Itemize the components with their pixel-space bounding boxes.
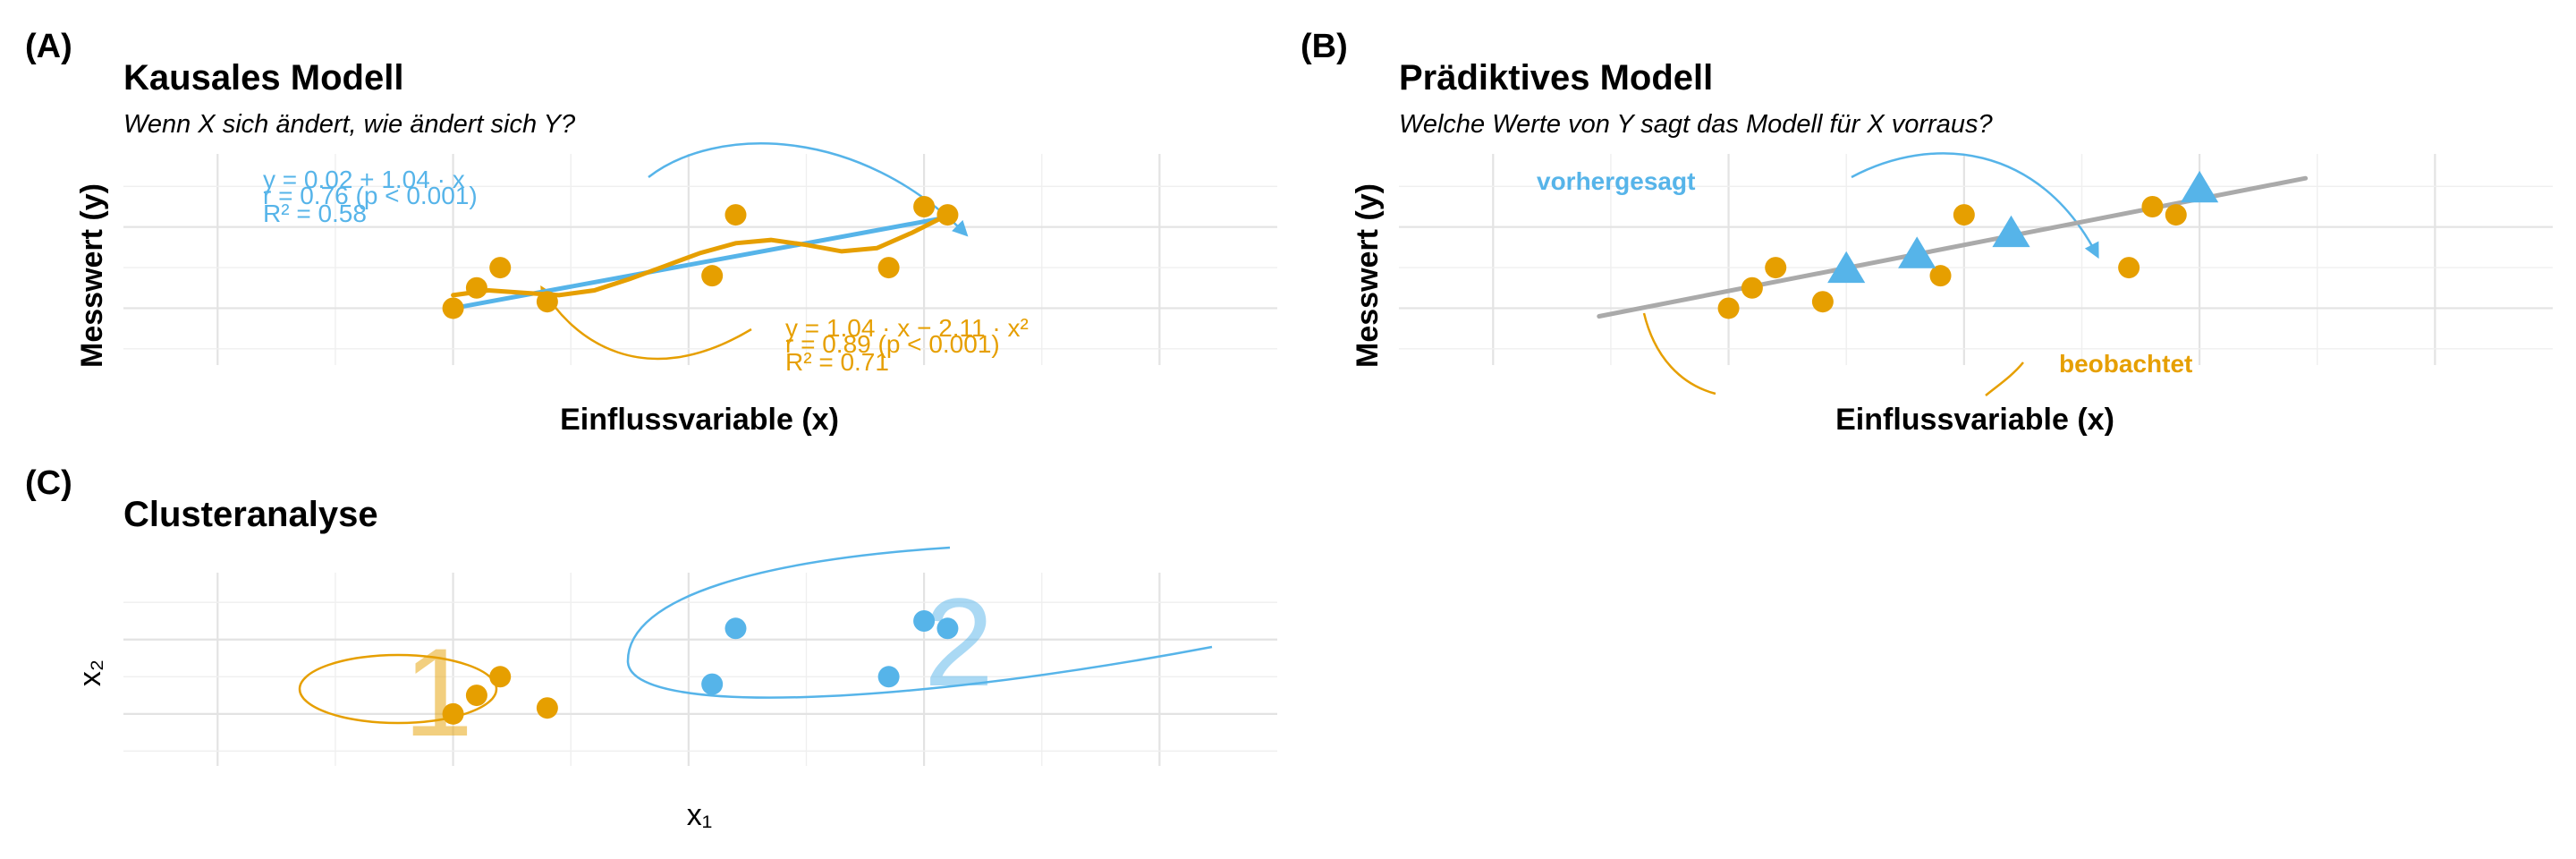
panel-b-y-axis-label: Messwert (y) bbox=[1351, 183, 1385, 368]
observed-point bbox=[2141, 196, 2164, 217]
panel-tag-b: (B) bbox=[1301, 28, 1348, 65]
observed-point bbox=[1811, 291, 1834, 313]
panel-a-blue-equation: y = 0.02 + 1.04 · x r = 0.76 (p < 0.001)… bbox=[263, 166, 478, 227]
data-point bbox=[877, 257, 900, 279]
panel-a-y-axis-label: Messwert (y) bbox=[75, 183, 109, 368]
cluster-2-point bbox=[913, 610, 936, 632]
panel-a-blue-eq-line3: R² = 0.58 bbox=[263, 200, 367, 227]
data-point bbox=[489, 257, 512, 279]
panel-tag-a: (A) bbox=[25, 28, 72, 65]
data-point bbox=[465, 276, 487, 299]
panel-b-marks bbox=[1597, 170, 2309, 319]
panel-a-blue-arrow bbox=[648, 142, 969, 237]
panel-a-subtitle: Wenn X sich ändert, wie ändert sich Y? bbox=[123, 110, 576, 139]
panel-b-title: Prädiktives Modell bbox=[1399, 58, 1713, 98]
predicted-point bbox=[1827, 251, 1866, 284]
panel-a-orange-eq-line2: r = 0.89 (p < 0.001) bbox=[785, 330, 1000, 358]
data-point bbox=[536, 291, 558, 313]
panel-a-grid bbox=[123, 154, 1277, 365]
observed-point bbox=[2165, 204, 2187, 226]
cluster-2-label: 2 bbox=[924, 572, 994, 712]
panel-c-x-axis-label: x₁ bbox=[687, 798, 712, 832]
predicted-point bbox=[1992, 215, 2030, 248]
panel-a-blue-eq-line1: y = 0.02 + 1.04 · x bbox=[263, 166, 465, 193]
data-point bbox=[701, 265, 724, 287]
cluster-1-point bbox=[442, 702, 464, 725]
panel-a-orange-equation: y = 1.04 · x − 2.11 · x² r = 0.89 (p < 0… bbox=[785, 314, 1029, 376]
data-point bbox=[724, 204, 747, 226]
predicted-point bbox=[2181, 170, 2219, 203]
predicted-point bbox=[1898, 236, 1936, 268]
cluster-1-point bbox=[536, 697, 558, 719]
cluster-1-label: 1 bbox=[403, 622, 473, 762]
observed-point bbox=[1765, 257, 1787, 279]
panel-b-orange-arrow-left bbox=[1642, 312, 1716, 395]
panel-tag-c: (C) bbox=[25, 464, 72, 502]
panel-c-y-axis-label: x₂ bbox=[73, 659, 107, 686]
cluster-1-point bbox=[465, 685, 487, 707]
polynomial-fit-line bbox=[451, 212, 950, 298]
panel-a-orange-eq-line1: y = 1.04 · x − 2.11 · x² bbox=[785, 314, 1029, 342]
cluster-1-ellipse bbox=[298, 653, 498, 725]
cluster-2-point bbox=[724, 617, 747, 640]
panel-a-orange-eq-line3: R² = 0.71 bbox=[785, 348, 889, 376]
panel-c-grid bbox=[123, 573, 1277, 766]
observed-point bbox=[2118, 257, 2140, 279]
panel-b-x-axis-label: Einflussvariable (x) bbox=[1835, 403, 2114, 437]
cluster-1-point bbox=[489, 666, 512, 688]
panel-a-x-axis-label: Einflussvariable (x) bbox=[560, 403, 839, 437]
panel-c-marks bbox=[442, 610, 959, 725]
panel-b: (B) Prädiktives Modell Welche Werte von … bbox=[1301, 28, 2553, 437]
observed-point bbox=[1953, 204, 1975, 226]
cluster-2-point bbox=[701, 673, 724, 695]
cluster-2-point bbox=[877, 666, 900, 688]
cluster-2-ellipse bbox=[626, 546, 1213, 699]
observed-point bbox=[1717, 297, 1740, 319]
panel-b-orange-arrow-right bbox=[1985, 361, 2024, 396]
panel-a-marks bbox=[442, 196, 959, 319]
observed-point bbox=[1741, 276, 1763, 299]
cluster-2-point bbox=[936, 617, 959, 640]
panel-b-subtitle: Welche Werte von Y sagt das Modell für X… bbox=[1399, 110, 1993, 139]
data-point bbox=[936, 204, 959, 226]
panel-b-blue-arrow bbox=[1851, 152, 2099, 259]
panel-c-title: Clusteranalyse bbox=[123, 495, 378, 534]
panel-a-orange-arrow bbox=[540, 285, 752, 361]
panel-a: (A) Kausales Modell Wenn X sich ändert, … bbox=[25, 28, 1277, 437]
panel-a-blue-eq-line2: r = 0.76 (p < 0.001) bbox=[263, 182, 478, 209]
panel-a-title: Kausales Modell bbox=[123, 58, 403, 98]
data-point bbox=[442, 297, 464, 319]
panel-b-observed-label: beobachtet bbox=[2059, 350, 2192, 378]
panel-b-predicted-label: vorhergesagt bbox=[1537, 167, 1695, 195]
data-point bbox=[913, 196, 936, 217]
observed-point bbox=[1929, 265, 1952, 287]
panel-c: (C) Clusteranalyse x₁ x₂ 1 2 bbox=[25, 464, 1277, 832]
